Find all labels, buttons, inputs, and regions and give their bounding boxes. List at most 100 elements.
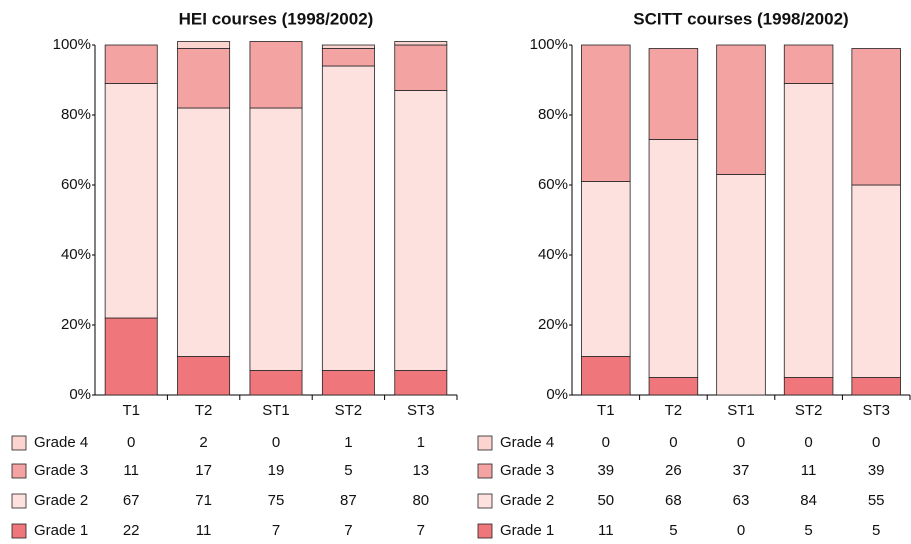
table-value: 2 bbox=[199, 434, 207, 451]
legend-swatch bbox=[477, 435, 493, 451]
bar-segment bbox=[249, 41, 303, 109]
bar-segment bbox=[394, 41, 448, 46]
bar-segment bbox=[104, 83, 158, 319]
bar-segment bbox=[321, 370, 375, 396]
legend-swatch bbox=[477, 493, 493, 509]
table-value: 11 bbox=[598, 522, 614, 539]
x-tick-label: ST3 bbox=[862, 402, 890, 419]
table-value: 0 bbox=[804, 434, 812, 451]
table-value: 80 bbox=[412, 492, 429, 509]
bar-segment bbox=[321, 65, 375, 371]
y-tick-label: 40% bbox=[61, 246, 91, 263]
table-value: 19 bbox=[268, 462, 285, 479]
legend-label: Grade 4 bbox=[34, 434, 88, 451]
legend-label: Grade 3 bbox=[500, 462, 554, 479]
table-value: 0 bbox=[602, 434, 610, 451]
table-value: 7 bbox=[272, 522, 280, 539]
bar-segment bbox=[716, 44, 766, 175]
chart-title: HEI courses (1998/2002) bbox=[179, 9, 374, 28]
bar-segment bbox=[394, 90, 448, 371]
bar-segment bbox=[581, 44, 631, 182]
bar-segment bbox=[783, 83, 834, 378]
bar-segment bbox=[648, 48, 699, 140]
bar-segment bbox=[104, 44, 158, 84]
table-value: 55 bbox=[868, 492, 885, 509]
table-value: 75 bbox=[268, 492, 285, 509]
legend-swatch bbox=[477, 523, 493, 539]
table-value: 1 bbox=[344, 434, 352, 451]
table-value: 5 bbox=[804, 522, 812, 539]
legend-swatch bbox=[11, 493, 27, 509]
legend-swatch bbox=[477, 463, 493, 479]
bar-segment bbox=[851, 48, 901, 186]
chart-title: SCITT courses (1998/2002) bbox=[633, 9, 848, 28]
table-value: 0 bbox=[669, 434, 677, 451]
legend-label: Grade 3 bbox=[34, 462, 88, 479]
legend-swatch bbox=[11, 523, 27, 539]
legend-label: Grade 2 bbox=[34, 492, 88, 509]
legend-label: Grade 4 bbox=[500, 434, 554, 451]
y-tick-label: 80% bbox=[61, 106, 91, 123]
table-value: 11 bbox=[123, 462, 139, 479]
x-tick-label: ST2 bbox=[335, 402, 363, 419]
table-value: 37 bbox=[733, 462, 750, 479]
table-value: 7 bbox=[417, 522, 425, 539]
legend-label: Grade 1 bbox=[500, 522, 554, 539]
bar-segment bbox=[321, 48, 375, 67]
x-tick-label: T2 bbox=[665, 402, 683, 419]
table-value: 1 bbox=[417, 434, 425, 451]
table-value: 26 bbox=[665, 462, 682, 479]
bar-segment bbox=[249, 107, 303, 371]
table-value: 11 bbox=[196, 522, 212, 539]
table-value: 50 bbox=[597, 492, 614, 509]
table-value: 63 bbox=[733, 492, 750, 509]
table-value: 22 bbox=[123, 522, 140, 539]
bar-segment bbox=[177, 41, 231, 49]
table-value: 7 bbox=[344, 522, 352, 539]
legend-label: Grade 1 bbox=[34, 522, 88, 539]
table-value: 5 bbox=[669, 522, 677, 539]
y-tick-label: 0% bbox=[69, 386, 91, 403]
x-tick-label: ST1 bbox=[262, 402, 290, 419]
bar-segment bbox=[177, 48, 231, 109]
bar-segment bbox=[851, 184, 901, 378]
table-value: 0 bbox=[737, 522, 745, 539]
table-value: 0 bbox=[272, 434, 280, 451]
x-tick-label: T2 bbox=[195, 402, 213, 419]
y-tick-label: 80% bbox=[538, 106, 568, 123]
x-tick-label: T1 bbox=[597, 402, 615, 419]
legend-swatch bbox=[11, 435, 27, 451]
table-value: 5 bbox=[872, 522, 880, 539]
table-value: 5 bbox=[344, 462, 352, 479]
y-tick-label: 20% bbox=[61, 316, 91, 333]
x-tick-label: T1 bbox=[122, 402, 140, 419]
table-value: 84 bbox=[800, 492, 817, 509]
bar-segment bbox=[581, 356, 631, 396]
bar-segment bbox=[177, 107, 231, 357]
legend-label: Grade 2 bbox=[500, 492, 554, 509]
y-tick-label: 60% bbox=[61, 176, 91, 193]
x-tick-label: ST3 bbox=[407, 402, 435, 419]
bar-segment bbox=[783, 44, 834, 84]
table-value: 11 bbox=[801, 462, 817, 479]
legend-swatch bbox=[11, 463, 27, 479]
y-tick-label: 0% bbox=[546, 386, 568, 403]
y-tick-label: 100% bbox=[53, 36, 91, 53]
bar-segment bbox=[394, 370, 448, 396]
bar-segment bbox=[581, 181, 631, 357]
bar-segment bbox=[177, 356, 231, 396]
table-value: 39 bbox=[868, 462, 885, 479]
table-value: 68 bbox=[665, 492, 682, 509]
table-value: 39 bbox=[597, 462, 614, 479]
bar-segment bbox=[104, 317, 158, 396]
bar-segment bbox=[249, 370, 303, 396]
y-tick-label: 20% bbox=[538, 316, 568, 333]
bar-segment bbox=[321, 44, 375, 49]
table-value: 67 bbox=[123, 492, 140, 509]
bar-segment bbox=[851, 377, 901, 396]
y-tick-label: 100% bbox=[530, 36, 568, 53]
bar-segment bbox=[716, 174, 766, 396]
table-value: 0 bbox=[737, 434, 745, 451]
